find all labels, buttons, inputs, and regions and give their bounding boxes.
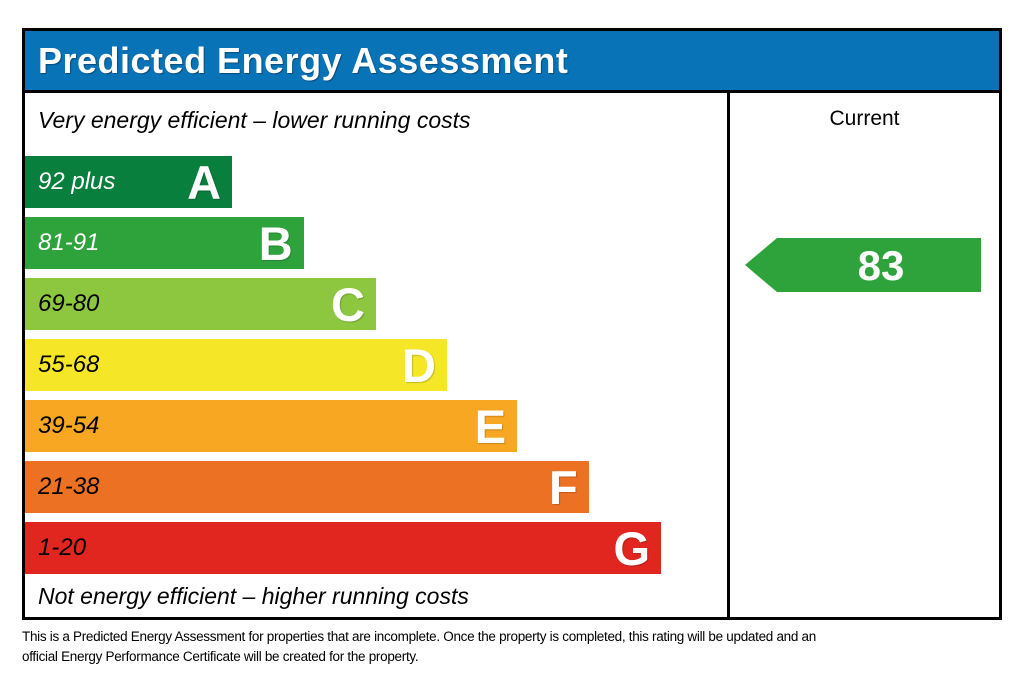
band-row-a: 92 plus A bbox=[25, 155, 233, 209]
band-letter: E bbox=[474, 399, 507, 453]
band-row-b: 81-91 B bbox=[25, 217, 304, 269]
band-letter: D bbox=[401, 338, 436, 392]
band-row-e: 39-54 E bbox=[25, 399, 518, 453]
band-range-label: 21-38 bbox=[38, 473, 100, 500]
rating-bands: 92 plus A 81-91 B 69-80 C 55-68 D 39-54 bbox=[25, 156, 727, 574]
footer-line-2: official Energy Performance Certificate … bbox=[22, 649, 419, 664]
band-row-f: 21-38 F bbox=[25, 461, 589, 513]
left-arrow-icon: 83 bbox=[745, 238, 981, 292]
band-range-label: 69-80 bbox=[38, 290, 100, 317]
band-letter: C bbox=[331, 277, 365, 331]
footer-line-1: This is a Predicted Energy Assessment fo… bbox=[22, 629, 816, 644]
current-rating-arrow: 83 bbox=[745, 237, 982, 293]
certificate-body: Very energy efficient – lower running co… bbox=[25, 93, 999, 617]
current-column-header: Current bbox=[829, 107, 900, 130]
band-letter: F bbox=[548, 460, 578, 514]
band-range-label: 81-91 bbox=[38, 229, 100, 256]
energy-assessment-certificate: Predicted Energy Assessment Very energy … bbox=[22, 28, 1002, 620]
band-row-c: 69-80 C bbox=[25, 278, 376, 330]
band-letter: B bbox=[258, 216, 293, 270]
certificate-header: Predicted Energy Assessment bbox=[25, 31, 999, 93]
rating-scale-column: Very energy efficient – lower running co… bbox=[25, 93, 730, 617]
band-letter: G bbox=[613, 521, 650, 575]
not-efficient-caption: Not energy efficient – higher running co… bbox=[38, 583, 469, 609]
band-row-d: 55-68 D bbox=[25, 339, 447, 391]
footer-disclaimer: This is a Predicted Energy Assessment fo… bbox=[22, 627, 816, 667]
band-range-label: 92 plus bbox=[38, 168, 116, 195]
band-range-label: 55-68 bbox=[38, 351, 100, 378]
band-row-g: 1-20 G bbox=[25, 522, 661, 574]
band-range-label: 39-54 bbox=[38, 412, 100, 439]
arrow-shape bbox=[745, 238, 981, 292]
page-title: Predicted Energy Assessment bbox=[38, 39, 569, 81]
current-rating-column: Current 83 bbox=[730, 93, 999, 617]
band-range-label: 1-20 bbox=[38, 534, 87, 561]
band-letter: A bbox=[187, 155, 222, 209]
efficient-caption: Very energy efficient – lower running co… bbox=[38, 107, 471, 133]
current-rating-value: 83 bbox=[858, 242, 905, 289]
